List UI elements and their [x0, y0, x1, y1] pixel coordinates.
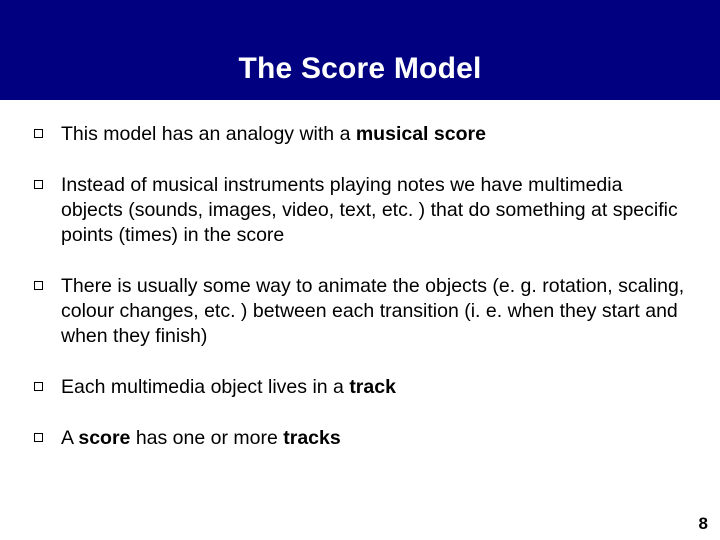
bullet-item: There is usually some way to animate the… [34, 274, 686, 349]
bullet-item: Each multimedia object lives in a track [34, 375, 686, 400]
square-bullet-icon [34, 433, 43, 442]
square-bullet-icon [34, 382, 43, 391]
square-bullet-icon [34, 180, 43, 189]
bullet-text: There is usually some way to animate the… [61, 274, 686, 349]
bullet-text: This model has an analogy with a musical… [61, 122, 486, 147]
bullet-text: A score has one or more tracks [61, 426, 341, 451]
square-bullet-icon [34, 129, 43, 138]
title-bar: The Score Model [0, 0, 720, 100]
bullet-item: A score has one or more tracks [34, 426, 686, 451]
bullet-item: This model has an analogy with a musical… [34, 122, 686, 147]
bullet-item: Instead of musical instruments playing n… [34, 173, 686, 248]
bullet-text: Each multimedia object lives in a track [61, 375, 396, 400]
slide-content: This model has an analogy with a musical… [0, 100, 720, 451]
square-bullet-icon [34, 281, 43, 290]
slide-title: The Score Model [0, 52, 720, 86]
page-number: 8 [699, 514, 708, 534]
bullet-text: Instead of musical instruments playing n… [61, 173, 686, 248]
